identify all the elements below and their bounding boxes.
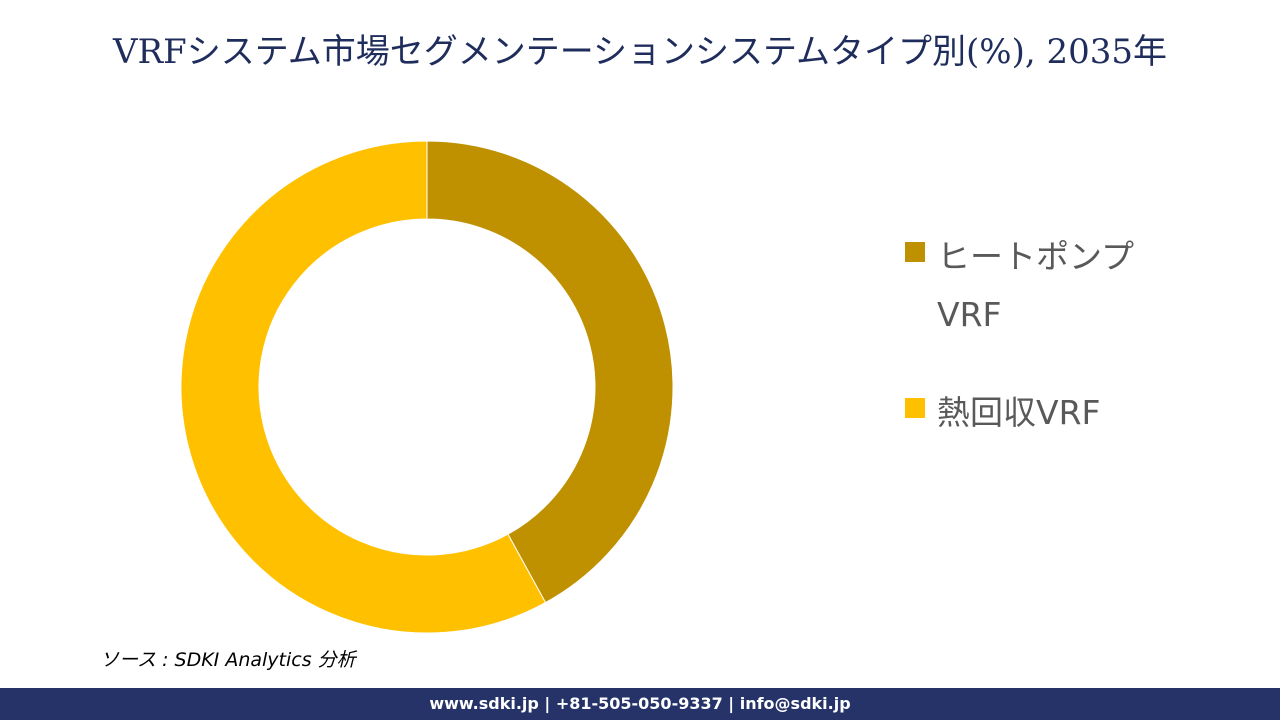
donut-slice: [180, 140, 547, 634]
legend-item: ヒートポンプVRF: [905, 228, 1162, 344]
footer: www.sdki.jp | +81-505-050-9337 | info@sd…: [0, 688, 1280, 720]
legend: ヒートポンプVRF 熱回収VRF: [905, 228, 1162, 482]
chart: [180, 140, 674, 634]
chart-title: VRFシステム市場セグメンテーションシステムタイプ別(%), 2035年: [112, 32, 1167, 72]
legend-label: ヒートポンプVRF: [937, 237, 1135, 334]
legend-swatch: [905, 398, 925, 418]
donut-slice: [426, 140, 674, 604]
legend-label: 熱回収VRF: [937, 393, 1101, 432]
source-note: ソース : SDKI Analytics 分析: [100, 649, 356, 671]
legend-swatch: [905, 242, 925, 262]
legend-item: 熱回収VRF: [905, 384, 1162, 442]
